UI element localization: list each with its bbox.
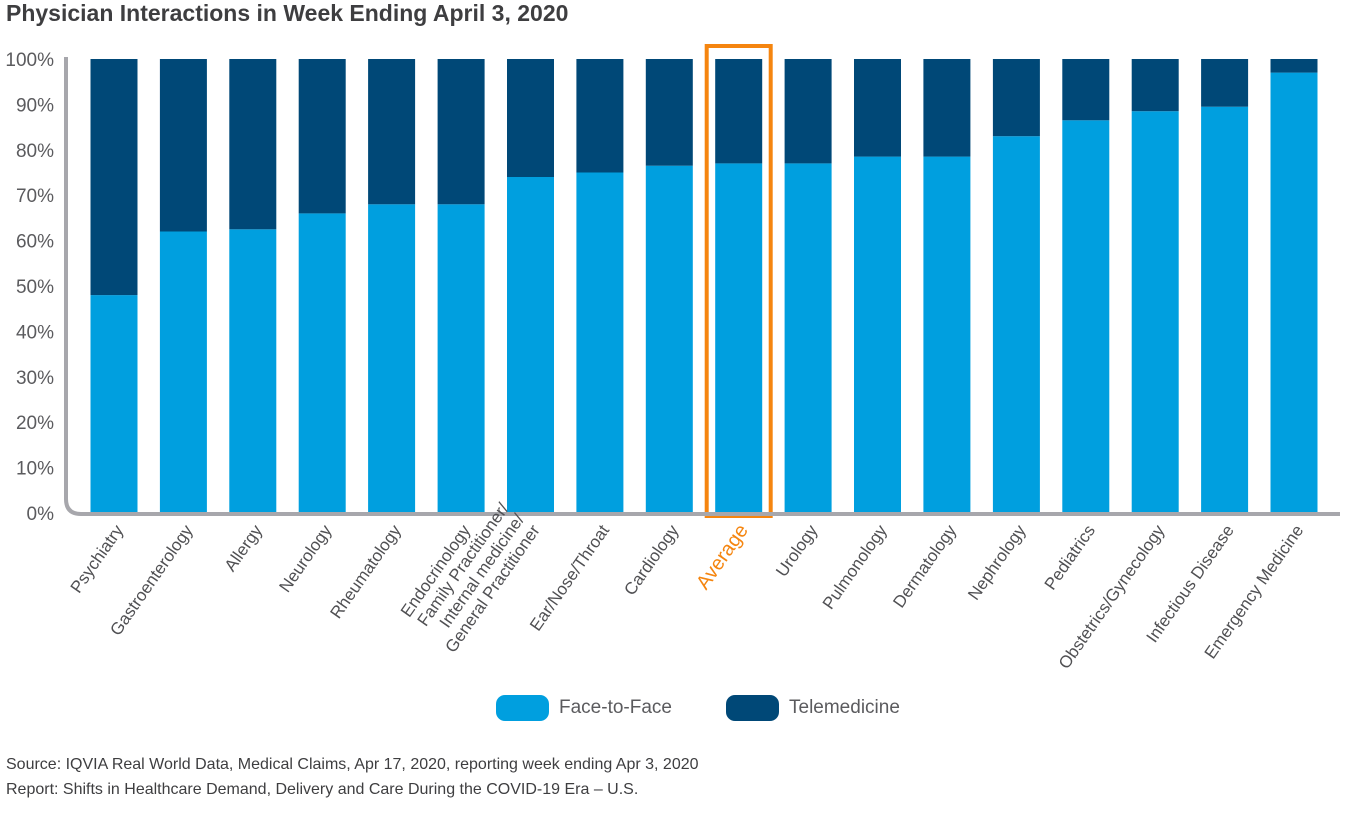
- y-tick-label: 100%: [5, 50, 54, 71]
- y-tick-label: 40%: [16, 322, 54, 343]
- y-tick-label: 60%: [16, 232, 54, 253]
- bar-telemedicine-obstetrics-gynecology: [1131, 59, 1179, 112]
- x-tick-label-allergy: Allergy: [221, 521, 267, 575]
- chart-axis: [64, 57, 1340, 516]
- bars-group: [90, 59, 1318, 514]
- bar-face-to-face-nephrology: [992, 136, 1040, 513]
- legend-label-face-to-face: Face-to-Face: [559, 697, 672, 718]
- bar-telemedicine-pediatrics: [1062, 59, 1110, 121]
- bar-face-to-face-obstetrics-gynecology: [1131, 111, 1179, 513]
- x-tick-label-psychiatry: Psychiatry: [67, 521, 128, 597]
- x-tick-label-dermatology: Dermatology: [889, 521, 960, 611]
- y-axis-ticks: 100% 90% 80% 70% 60% 50% 40% 30% 20% 10% 0%: [5, 50, 54, 525]
- bar-face-to-face-emergency-medicine: [1270, 72, 1318, 513]
- bar-telemedicine-infectious-disease: [1201, 59, 1249, 107]
- bar-telemedicine-cardiology: [645, 59, 693, 166]
- x-tick-label-cardiology: Cardiology: [620, 521, 682, 599]
- bar-face-to-face-pulmonology: [854, 156, 901, 513]
- x-tick-label-average: Average: [692, 520, 753, 593]
- x-tick-label-pediatrics: Pediatrics: [1041, 521, 1099, 593]
- bar-face-to-face-allergy: [229, 229, 277, 514]
- bar-telemedicine-gastroenterology: [159, 59, 207, 232]
- bar-telemedicine-nephrology: [992, 59, 1040, 137]
- legend-swatch-telemedicine: [726, 695, 779, 721]
- y-tick-label: 50%: [16, 277, 54, 298]
- bar-face-to-face-cardiology: [645, 165, 693, 513]
- y-tick-label: 80%: [16, 141, 54, 162]
- y-tick-label: 30%: [16, 368, 54, 389]
- legend: Face-to-Face Telemedicine: [0, 693, 1352, 723]
- source-note: Source: IQVIA Real World Data, Medical C…: [6, 756, 699, 773]
- x-tick-label-neurology: Neurology: [275, 521, 335, 596]
- stacked-bar-chart: 100% 90% 80% 70% 60% 50% 40% 30% 20% 10% 0% Psychi…: [5, 44, 1340, 672]
- y-tick-label: 0%: [27, 504, 55, 525]
- bar-face-to-face-average: [715, 163, 763, 513]
- bar-face-to-face-rheumatology: [368, 204, 416, 514]
- x-tick-label-pulmonology: Pulmonology: [819, 521, 891, 613]
- chart-title: Physician Interactions in Week Ending Ap…: [6, 0, 569, 26]
- bar-face-to-face-neurology: [298, 213, 346, 513]
- bar-telemedicine-pulmonology: [854, 59, 901, 157]
- bar-face-to-face-family-practitioner-internal-medicine-general-practitioner: [507, 177, 554, 513]
- x-tick-label-rheumatology: Rheumatology: [326, 521, 405, 622]
- bar-telemedicine-endocrinology: [437, 59, 485, 205]
- y-tick-label: 90%: [16, 95, 54, 116]
- bar-telemedicine-average: [715, 59, 763, 164]
- legend-label-telemedicine: Telemedicine: [789, 697, 900, 718]
- bar-telemedicine-neurology: [298, 59, 346, 214]
- bar-face-to-face-urology: [784, 163, 832, 513]
- bar-face-to-face-ear-nose-throat: [576, 172, 624, 513]
- bar-telemedicine-urology: [784, 59, 832, 164]
- report-note: Report: Shifts in Healthcare Demand, Del…: [6, 781, 639, 798]
- bar-telemedicine-emergency-medicine: [1270, 59, 1318, 73]
- legend-item-telemedicine: Telemedicine: [726, 693, 900, 723]
- legend-item-face-to-face: Face-to-Face: [496, 693, 672, 723]
- y-tick-label: 10%: [16, 459, 54, 480]
- bar-telemedicine-ear-nose-throat: [576, 59, 624, 173]
- legend-swatch-face-to-face: [496, 695, 549, 721]
- bar-face-to-face-psychiatry: [90, 295, 138, 513]
- bar-telemedicine-psychiatry: [90, 59, 138, 296]
- bar-face-to-face-infectious-disease: [1201, 106, 1249, 513]
- bar-face-to-face-endocrinology: [437, 204, 485, 514]
- y-tick-label: 70%: [16, 186, 54, 207]
- y-tick-label: 20%: [16, 413, 54, 434]
- x-tick-label-urology: Urology: [772, 521, 821, 580]
- bar-face-to-face-gastroenterology: [159, 231, 207, 513]
- bar-face-to-face-dermatology: [923, 156, 971, 513]
- bar-telemedicine-family-practitioner-internal-medicine-general-practitioner: [507, 59, 554, 177]
- x-tick-label-nephrology: Nephrology: [964, 521, 1030, 604]
- bar-telemedicine-allergy: [229, 59, 277, 230]
- bar-face-to-face-pediatrics: [1062, 120, 1110, 514]
- bar-telemedicine-dermatology: [923, 59, 971, 157]
- bar-telemedicine-rheumatology: [368, 59, 416, 205]
